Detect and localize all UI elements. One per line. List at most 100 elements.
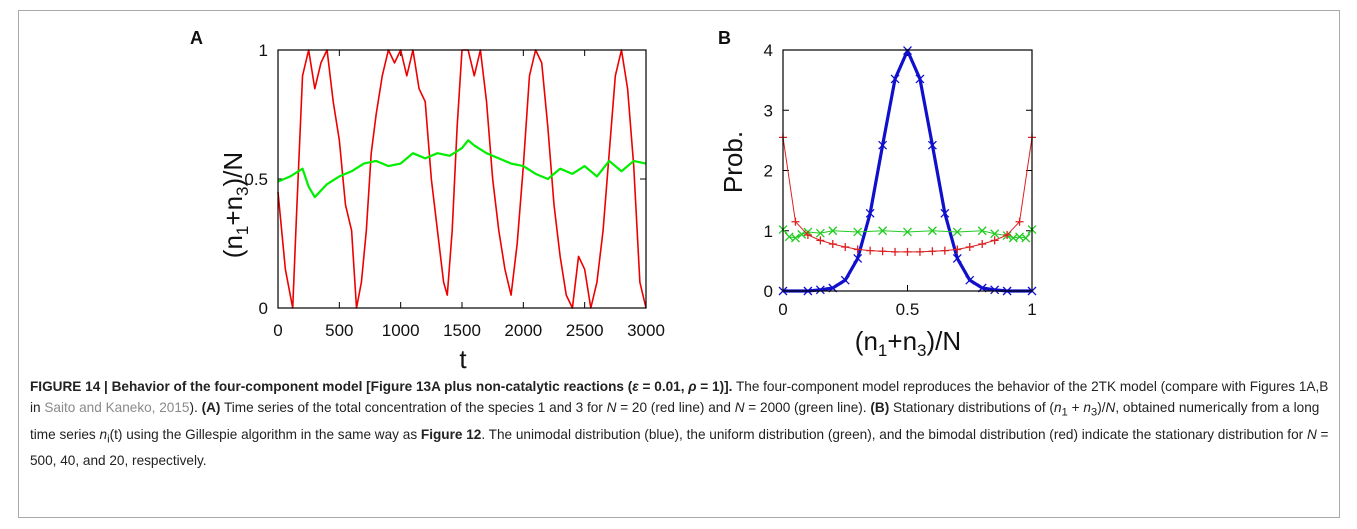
caption-b-label: (B) bbox=[870, 400, 890, 415]
y-tick-label: 0.5 bbox=[244, 170, 268, 189]
caption-text3: Time series of the total concentration o… bbox=[220, 400, 607, 415]
panel-b-axes-box bbox=[782, 49, 1033, 292]
series-line bbox=[277, 139, 647, 199]
data-point bbox=[952, 227, 962, 237]
data-point bbox=[828, 240, 837, 249]
data-point bbox=[927, 226, 937, 236]
data-point bbox=[803, 230, 812, 239]
caption-lead: FIGURE 14 | Behavior of the four-compone… bbox=[30, 379, 633, 394]
data-point bbox=[965, 243, 974, 252]
caption-eps: ε bbox=[632, 379, 639, 394]
data-point bbox=[828, 226, 838, 236]
x-tick-label: 0.5 bbox=[896, 300, 920, 319]
data-point bbox=[903, 247, 912, 256]
data-point bbox=[1021, 233, 1031, 243]
data-point bbox=[977, 226, 987, 236]
data-point bbox=[866, 246, 875, 255]
data-point bbox=[965, 275, 975, 285]
data-point bbox=[990, 236, 999, 245]
caption-text2: ). bbox=[189, 400, 202, 415]
x-tick-label: 2000 bbox=[504, 321, 542, 340]
caption-text9: using the Gillespie algorithm in the sam… bbox=[122, 426, 421, 442]
data-point bbox=[878, 226, 888, 236]
y-tick-label: 1 bbox=[764, 222, 773, 241]
data-point bbox=[816, 236, 825, 245]
caption-sub1: 1 bbox=[1061, 406, 1068, 419]
x-tick-label: 0 bbox=[273, 321, 282, 340]
data-point bbox=[853, 245, 862, 254]
x-tick-label: 2500 bbox=[566, 321, 604, 340]
panel-b-xlabel: (n1+n3)/N bbox=[855, 326, 961, 360]
data-point bbox=[878, 140, 888, 150]
x-tick-label: 0 bbox=[778, 300, 787, 319]
y-tick-label: 1 bbox=[259, 41, 268, 60]
panel-a-axes-box bbox=[277, 49, 647, 309]
caption-sub3: 3 bbox=[1090, 406, 1098, 419]
caption-ti: (t) bbox=[109, 426, 123, 442]
series-line bbox=[277, 49, 647, 309]
caption-text11: = 500, 40, and 20, respectively. bbox=[30, 426, 1329, 469]
data-point bbox=[890, 74, 900, 84]
panel-a-xlabel: t bbox=[459, 344, 467, 370]
caption-n-sym-3: N bbox=[1105, 400, 1116, 415]
panel-a-letter: A bbox=[190, 28, 203, 48]
data-point bbox=[865, 208, 875, 218]
caption-rho: ρ bbox=[688, 379, 697, 394]
y-tick-label: 3 bbox=[764, 101, 773, 120]
x-tick-label: 1 bbox=[1027, 300, 1036, 319]
figure-panels: A (n1+n3)/N t 0 500 1000 1500 2000 2500 300000… bbox=[190, 28, 1037, 370]
caption-n1: n bbox=[1053, 400, 1062, 415]
y-tick-label: 4 bbox=[764, 41, 773, 60]
data-point bbox=[928, 247, 937, 256]
data-point bbox=[940, 246, 949, 255]
data-point bbox=[840, 275, 850, 285]
data-point bbox=[790, 233, 800, 243]
y-tick-label: 2 bbox=[764, 162, 773, 181]
figure-frame bbox=[18, 10, 1340, 518]
caption-n3: n bbox=[1083, 400, 1091, 415]
data-point bbox=[927, 140, 937, 150]
data-point bbox=[903, 227, 912, 237]
data-point bbox=[853, 227, 863, 237]
caption-subi: i bbox=[107, 433, 110, 446]
data-point bbox=[815, 285, 825, 295]
data-point bbox=[791, 217, 800, 226]
x-tick-label: 1500 bbox=[443, 321, 481, 340]
data-point bbox=[953, 245, 962, 254]
caption-text8: , obtained numerically from a long time … bbox=[30, 400, 1320, 442]
caption-n-sym: N bbox=[606, 400, 617, 415]
y-tick-label: 0 bbox=[259, 299, 268, 318]
caption-n-sym-2: N bbox=[734, 400, 745, 415]
caption-text10: . The unimodal distribution (blue), the … bbox=[481, 426, 1307, 442]
data-point bbox=[891, 247, 900, 256]
caption-plus: + bbox=[1067, 400, 1084, 415]
caption-ni: n bbox=[99, 426, 108, 442]
caption-eq2: = 1)]. bbox=[696, 379, 733, 394]
panel-b: B Prob. (n1+n3)/N 0 0.5 1 0 1 2 3 4 bbox=[718, 28, 1037, 360]
data-point bbox=[978, 240, 987, 249]
caption-eq1: = 0.01, bbox=[638, 379, 689, 394]
panel-b-letter: B bbox=[718, 28, 731, 48]
data-point bbox=[815, 228, 825, 238]
x-tick-label: 1000 bbox=[382, 321, 420, 340]
data-point bbox=[940, 208, 950, 218]
figure-caption: FIGURE 14 | Behavior of the four-compone… bbox=[30, 376, 1330, 471]
data-point bbox=[952, 254, 962, 263]
panel-a-ylabel: (n1+n3)/N bbox=[218, 152, 252, 258]
data-point bbox=[1015, 217, 1024, 226]
caption-text5: = 2000 (green line). bbox=[744, 400, 871, 415]
caption-a-label: (A) bbox=[201, 400, 221, 415]
data-point bbox=[915, 247, 924, 256]
caption-text4: = 20 (red line) and bbox=[616, 400, 735, 415]
caption-citation-link[interactable]: Saito and Kaneko, 2015 bbox=[44, 400, 190, 415]
caption-text7: )/ bbox=[1097, 400, 1106, 415]
data-point bbox=[1003, 230, 1012, 239]
data-point bbox=[915, 74, 925, 84]
x-tick-label: 3000 bbox=[627, 321, 665, 340]
x-tick-label: 500 bbox=[325, 321, 353, 340]
caption-text6: Stationary distributions of ( bbox=[889, 400, 1054, 415]
data-point bbox=[903, 46, 912, 56]
caption-text1: The four-component model reproduces the … bbox=[30, 379, 1329, 415]
data-point bbox=[990, 229, 1000, 239]
panel-b-ylabel: Prob. bbox=[718, 131, 748, 193]
